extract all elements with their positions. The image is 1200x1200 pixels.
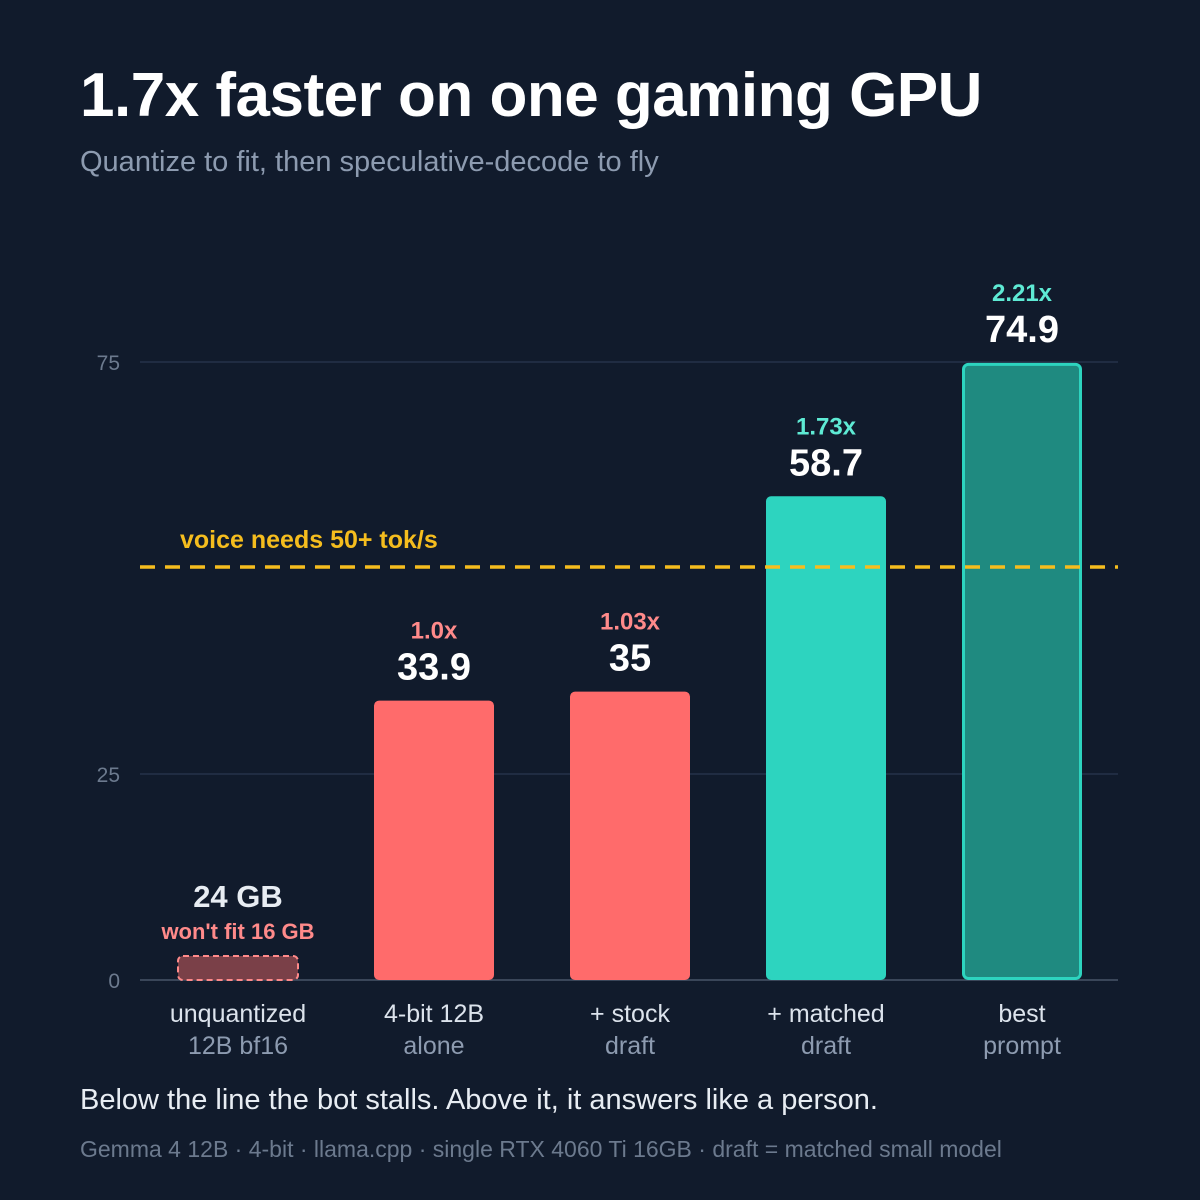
threshold-layer: voice needs 50+ tok/s bbox=[140, 526, 1118, 569]
bar-chart: voice needs 50+ tok/s 0 25 75 24 GB won't fi… bbox=[97, 280, 1118, 1060]
category-label: best bbox=[998, 1000, 1045, 1028]
bar-value-label: 74.9 bbox=[985, 309, 1059, 351]
category-label: + stock bbox=[590, 1000, 670, 1028]
bar-status-label: won't fit 16 GB bbox=[160, 919, 314, 944]
bar bbox=[374, 700, 494, 980]
bar-value-label: 24 GB bbox=[193, 879, 283, 914]
y-tick-label: 0 bbox=[108, 970, 120, 993]
category-label: unquantized bbox=[170, 1000, 306, 1028]
category-sublabel: 12B bf16 bbox=[188, 1032, 288, 1060]
y-tick-label: 75 bbox=[97, 352, 120, 375]
bar bbox=[570, 691, 690, 980]
y-tick-label: 25 bbox=[97, 764, 120, 787]
bar-speedup-label: 1.0x bbox=[411, 618, 458, 645]
footnote: Gemma 4 12B · 4-bit · llama.cpp · single… bbox=[80, 1136, 1002, 1162]
category-sublabel: draft bbox=[605, 1032, 655, 1060]
bar-speedup-label: 1.03x bbox=[600, 609, 661, 636]
bar-value-label: 58.7 bbox=[789, 442, 863, 484]
chart-title: 1.7x faster on one gaming GPU bbox=[80, 61, 982, 130]
bar-speedup-label: 1.73x bbox=[796, 413, 857, 440]
bar bbox=[962, 362, 1082, 981]
chart-subtitle: Quantize to fit, then speculative-decode… bbox=[80, 146, 659, 178]
category-sublabel: alone bbox=[403, 1032, 464, 1060]
takeaway-note: Below the line the bot stalls. Above it,… bbox=[80, 1084, 878, 1116]
category-label: + matched bbox=[767, 1000, 884, 1028]
bar bbox=[766, 496, 886, 980]
bar-value-label: 33.9 bbox=[397, 647, 471, 689]
bar-placeholder bbox=[177, 955, 299, 981]
bar-layer bbox=[177, 362, 1082, 981]
label-layer: 0 25 75 24 GB won't fit 16 GB unquantized 12B … bbox=[97, 280, 1061, 1060]
threshold-label: voice needs 50+ tok/s bbox=[180, 526, 438, 554]
bar-speedup-label: 2.21x bbox=[992, 280, 1053, 307]
category-label: 4-bit 12B bbox=[384, 1000, 484, 1028]
category-sublabel: draft bbox=[801, 1032, 851, 1060]
category-sublabel: prompt bbox=[983, 1032, 1061, 1060]
bar-value-label: 35 bbox=[609, 638, 651, 680]
